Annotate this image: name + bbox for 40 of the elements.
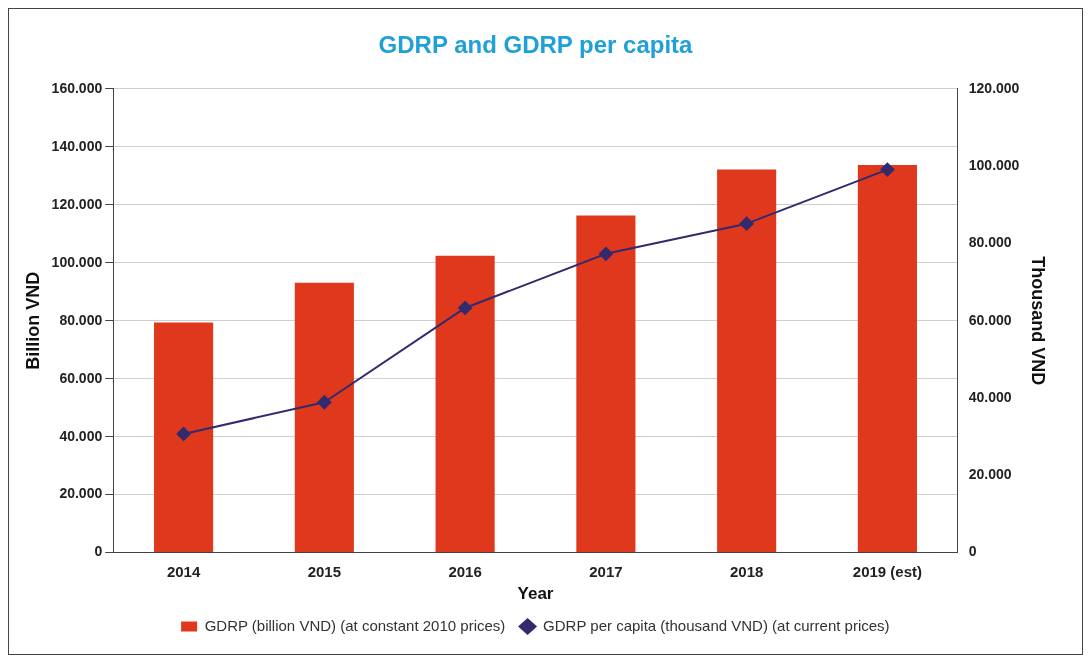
y2-tick-label: 40.000: [968, 388, 1012, 405]
y-tick-label: 0: [94, 543, 103, 560]
x-tick-label: 2014: [166, 562, 201, 580]
point: [176, 426, 191, 441]
bar: [857, 165, 917, 553]
y-tick-label: 140.000: [51, 137, 103, 154]
y-tick-label: 160.000: [51, 79, 103, 96]
point: [458, 300, 473, 315]
legend-label: GDRP per capita (thousand VND) (at current prices): [543, 616, 890, 634]
y2-axis-title: Thousand VND: [1028, 256, 1049, 386]
x-tick-label: 2017: [589, 562, 623, 580]
x-tick-label: 2015: [307, 562, 342, 580]
x-tick-label: 2018: [729, 562, 764, 580]
y-tick-label: 60.000: [59, 369, 103, 386]
bar: [294, 282, 354, 553]
point: [739, 216, 754, 231]
y2-tick-label: 20.000: [968, 466, 1012, 483]
legend-label: GDRP (billion VND) (at constant 2010 prices): [204, 616, 506, 634]
y-axis-title: Billion VND: [22, 271, 43, 370]
y2-tick-label: 100.000: [968, 156, 1020, 173]
point: [880, 162, 895, 177]
y-tick-label: 20.000: [59, 485, 103, 502]
y-tick-label: 100.000: [51, 253, 103, 270]
bar: [435, 255, 495, 553]
y-tick-label: 120.000: [51, 195, 103, 212]
point: [598, 246, 613, 261]
y2-tick-label: 80.000: [968, 234, 1012, 251]
bar: [576, 215, 636, 553]
x-axis-title: Year: [517, 584, 554, 604]
chart-title: GDRP and GDRP per capita: [378, 31, 694, 59]
y-tick-label: 80.000: [59, 311, 103, 328]
x-tick-label: 2016: [448, 562, 482, 580]
bar: [717, 169, 777, 553]
x-tick-label: 2019 (est): [852, 562, 923, 580]
bar: [154, 322, 214, 553]
y2-tick-label: 0: [968, 543, 977, 560]
y-tick-label: 40.000: [59, 427, 103, 444]
point: [317, 395, 332, 410]
y2-tick-label: 120.000: [968, 79, 1020, 96]
y2-tick-label: 60.000: [968, 311, 1012, 328]
